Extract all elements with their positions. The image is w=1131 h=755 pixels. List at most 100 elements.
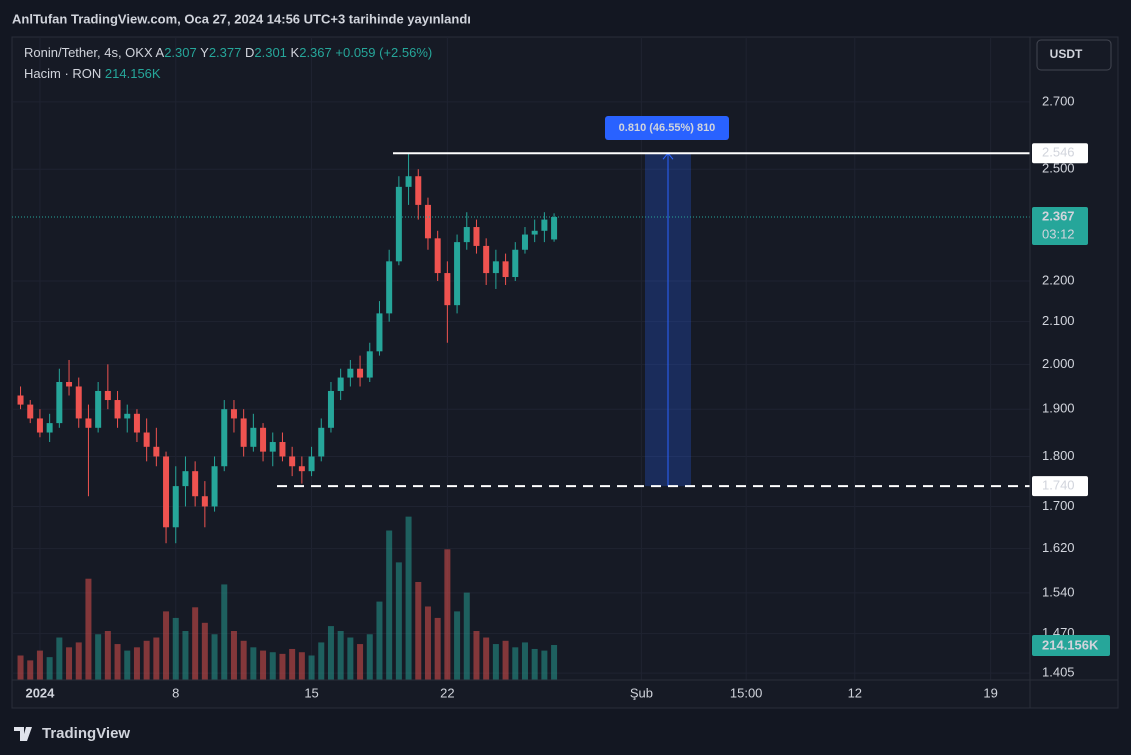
volume-bar xyxy=(298,652,305,680)
measure-label-box xyxy=(605,116,729,140)
x-tick-label: 19 xyxy=(983,685,997,700)
change: +0.059 (+2.56%) xyxy=(335,45,432,60)
candle-body xyxy=(104,390,111,401)
candle-body xyxy=(192,471,199,497)
volume-bar xyxy=(512,647,519,680)
symbol-line: Ronin/Tether, 4s, OKX A2.307 Y2.377 D2.3… xyxy=(24,45,432,60)
candle-body xyxy=(347,368,354,378)
grid xyxy=(12,37,1030,680)
x-tick-label: 22 xyxy=(440,685,454,700)
volume-name: Hacim · RON xyxy=(24,66,101,81)
ohlc-key: K xyxy=(291,45,300,60)
measure-label: 0.810 (46.55%) 810 xyxy=(619,122,716,134)
candle-body xyxy=(143,432,150,447)
ohlc-value: 2.367 xyxy=(299,45,332,60)
volume-bar xyxy=(376,601,383,680)
candle-body xyxy=(386,261,393,314)
ohlc-key: D xyxy=(245,45,254,60)
y-tick-label: 2.100 xyxy=(1042,313,1075,328)
ohlc-value: 2.307 xyxy=(164,45,197,60)
volume-bar xyxy=(366,634,373,680)
y-tick-label: 1.405 xyxy=(1042,665,1075,680)
candle-body xyxy=(279,442,286,457)
volume-bar xyxy=(260,650,267,680)
candle-body xyxy=(357,368,364,378)
candle-body xyxy=(444,273,451,306)
candle-body xyxy=(298,466,305,472)
candle-body xyxy=(75,386,82,419)
axes: 1.4051.4701.5401.6201.7001.8001.9002.000… xyxy=(25,93,1110,700)
volume-bar xyxy=(308,655,315,680)
volume-bar xyxy=(531,648,538,680)
candle-body xyxy=(201,496,208,507)
volume-bar xyxy=(395,562,402,680)
ohlc-key: A xyxy=(156,45,165,60)
candle-body xyxy=(133,413,140,433)
candle-body xyxy=(85,418,92,428)
x-tick-label: Şub xyxy=(630,685,653,700)
volume-bar xyxy=(279,653,286,680)
candle-body xyxy=(395,186,402,262)
plot: 0.810 (46.55%) 810 xyxy=(12,116,1030,680)
volume-bar xyxy=(463,592,470,680)
candle-body xyxy=(318,427,325,457)
price-label: 2.367 xyxy=(1042,208,1075,223)
y-tick-label: 1.900 xyxy=(1042,401,1075,416)
candle-body xyxy=(56,382,63,424)
candle-body xyxy=(366,351,373,378)
candle-body xyxy=(337,377,344,391)
currency-button[interactable] xyxy=(1036,39,1112,71)
candle-body xyxy=(27,404,34,419)
volume-bar xyxy=(483,637,490,680)
volume-bar xyxy=(56,637,63,680)
y-tick-label: 1.800 xyxy=(1042,448,1075,463)
candle-body xyxy=(512,249,519,278)
candle-body xyxy=(473,227,480,246)
volume-bar xyxy=(357,644,364,680)
candle-body xyxy=(230,409,237,419)
volume-bar xyxy=(17,655,24,680)
level-label: 2.546 xyxy=(1042,145,1075,160)
candle-body xyxy=(36,418,43,433)
candle-body xyxy=(95,390,102,428)
volume-bar xyxy=(163,611,170,680)
x-tick-label: 12 xyxy=(848,685,862,700)
x-tick-label: 2024 xyxy=(25,685,55,700)
volume-bar xyxy=(337,630,344,680)
candle-body xyxy=(124,413,131,419)
candle-body xyxy=(260,427,267,452)
candle-body xyxy=(415,176,422,205)
candle-body xyxy=(66,382,73,387)
volume-bar xyxy=(444,549,451,680)
volume-bar xyxy=(454,611,461,680)
price-countdown: 03:12 xyxy=(1042,226,1075,241)
candle-body xyxy=(463,227,470,243)
candle-body xyxy=(250,427,257,447)
candle-body xyxy=(46,423,53,433)
volume-bar xyxy=(27,660,34,680)
candle-body xyxy=(308,456,315,472)
volume-bar xyxy=(230,630,237,680)
y-tick-label: 1.620 xyxy=(1042,540,1075,555)
volume-bar xyxy=(521,642,528,680)
volume-bar xyxy=(201,622,208,680)
volume-bar xyxy=(192,607,199,680)
x-tick-label: 15 xyxy=(304,685,318,700)
candle-body xyxy=(182,471,189,487)
volume-bar xyxy=(143,640,150,680)
candle-body xyxy=(289,456,296,467)
volume-bar xyxy=(240,640,247,680)
level-label: 1.740 xyxy=(1042,478,1075,493)
currency[interactable]: USDT xyxy=(1050,47,1083,61)
volume-bar xyxy=(386,530,393,680)
volume-bar xyxy=(289,648,296,680)
candle-body xyxy=(492,261,499,274)
level-label-box xyxy=(1032,476,1088,497)
candle-body xyxy=(502,261,509,278)
volume-bar xyxy=(415,581,422,680)
y-tick-label: 1.540 xyxy=(1042,584,1075,599)
y-tick-label: 2.200 xyxy=(1042,272,1075,287)
y-tick-label: 1.700 xyxy=(1042,498,1075,513)
candle-body xyxy=(240,418,247,447)
